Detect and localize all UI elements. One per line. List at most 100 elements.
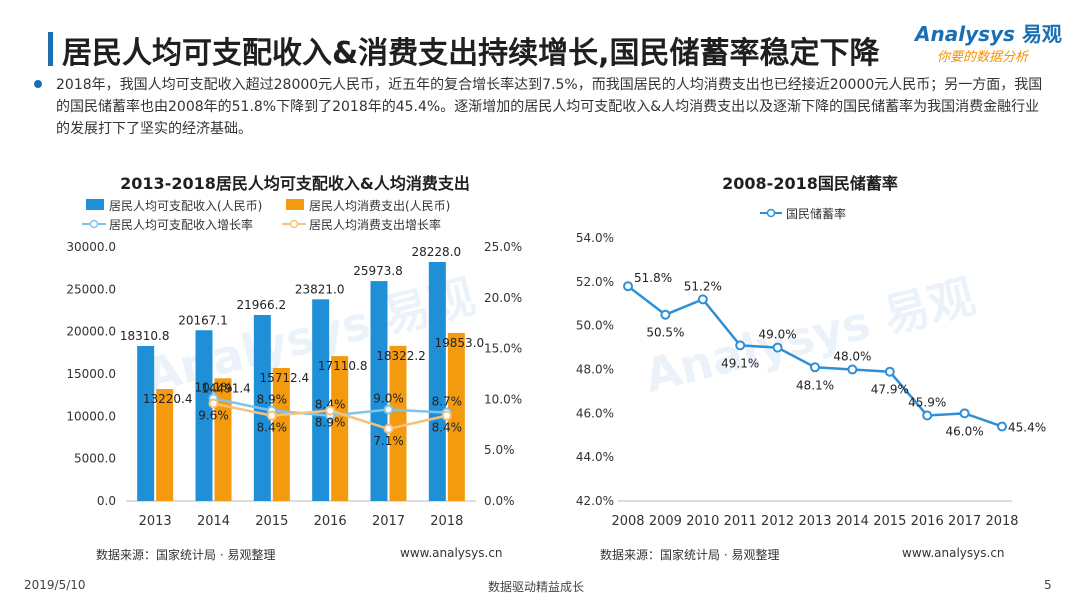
spending-data-label: 14491.4 <box>201 381 251 395</box>
savings-point <box>959 408 970 419</box>
footer-slogan: 数据驱动精益成长 <box>488 580 585 594</box>
y-tick-label: 15000.0 <box>66 367 116 381</box>
x-tick-label: 2013 <box>798 514 831 529</box>
x-tick-label: 2014 <box>836 514 869 529</box>
y-tick-label: 5000.0 <box>74 452 116 466</box>
spending-data-label: 13220.4 <box>143 392 193 406</box>
y2-tick-label: 5.0% <box>484 443 515 457</box>
x-tick-label: 2018 <box>430 514 463 529</box>
chart1-source: 数据来源：国家统计局 · 易观整理 <box>96 548 276 562</box>
y2-tick-label: 10.0% <box>484 392 522 406</box>
y-tick-label: 10000.0 <box>66 409 116 423</box>
growth-point-3 <box>441 410 452 421</box>
x-tick-label: 2016 <box>911 514 944 529</box>
y-tick-label: 50.0% <box>576 319 614 333</box>
growth-point-3 <box>266 410 277 421</box>
growth-point-3 <box>208 398 219 409</box>
savings-point <box>810 362 820 373</box>
savings-point <box>623 281 633 292</box>
logo-brand-text: nalysys <box>930 22 1015 46</box>
legend-label-1: 居民人均消费支出(人民币) <box>309 199 450 213</box>
x-tick-label: 2017 <box>948 514 981 529</box>
page-number: 5 <box>1044 578 1052 592</box>
y2-tick-label: 15.0% <box>484 342 522 356</box>
y-tick-label: 44.0% <box>576 450 614 464</box>
growth-point-2 <box>383 404 394 415</box>
savings-data-label: 47.9% <box>871 383 909 397</box>
y-tick-label: 25000.0 <box>66 282 116 296</box>
logo-tagline: 你要的数据分析 <box>937 50 1029 65</box>
savings-data-label: 48.1% <box>796 378 834 392</box>
legend-marker <box>766 208 776 218</box>
growth-label-3: 7.1% <box>373 434 404 448</box>
logo-brand-cn: 易观 <box>1021 22 1062 46</box>
x-tick-label: 2011 <box>724 514 757 529</box>
legend-swatch-1 <box>286 199 304 210</box>
income-data-label: 23821.0 <box>295 282 345 296</box>
x-tick-label: 2014 <box>197 514 230 529</box>
savings-data-label: 49.1% <box>721 356 759 370</box>
savings-data-label: 46.0% <box>946 424 984 438</box>
y2-tick-label: 0.0% <box>484 494 515 508</box>
spending-data-label: 18322.2 <box>376 349 426 363</box>
growth-label-3: 8.4% <box>257 421 288 435</box>
growth-label-3: 8.4% <box>432 421 463 435</box>
x-tick-label: 2016 <box>314 514 347 529</box>
savings-data-label: 51.2% <box>684 279 722 293</box>
growth-point-3 <box>383 423 394 434</box>
income-data-label: 21966.2 <box>237 298 287 312</box>
x-tick-label: 2010 <box>686 514 719 529</box>
y-tick-label: 42.0% <box>576 494 614 508</box>
page-title: 居民人均可支配收入&消费支出持续增长,国民储蓄率稳定下降 <box>62 36 880 71</box>
growth-label-2: 8.7% <box>432 395 463 409</box>
x-tick-label: 2017 <box>372 514 405 529</box>
savings-data-label: 45.9% <box>908 396 946 410</box>
savings-data-label: 45.4% <box>1008 420 1046 434</box>
chart2-title: 2008-2018国民储蓄率 <box>722 174 898 193</box>
legend-label-0: 居民人均可支配收入(人民币) <box>109 199 262 213</box>
spending-data-label: 19853.0 <box>435 336 485 350</box>
logo-brand: Analysys 易观 <box>915 18 1062 47</box>
y-tick-label: 52.0% <box>576 275 614 289</box>
savings-point <box>735 340 746 351</box>
savings-data-label: 49.0% <box>759 328 797 342</box>
legend-swatch-0 <box>86 199 104 210</box>
savings-point <box>884 366 895 377</box>
growth-label-2: 10.1% <box>194 380 232 394</box>
growth-label-3: 9.6% <box>198 408 229 422</box>
chart1-url: www.analysys.cn <box>400 546 503 560</box>
savings-point <box>772 342 783 353</box>
savings-data-label: 48.0% <box>833 350 871 364</box>
savings-point <box>997 421 1007 432</box>
spending-bar <box>331 356 349 501</box>
logo-brand-prefix: A <box>915 22 931 46</box>
x-tick-label: 2012 <box>761 514 794 529</box>
income-bar <box>428 262 446 501</box>
savings-data-label: 51.8% <box>634 271 672 285</box>
chart1-title: 2013-2018居民人均可支配收入&人均消费支出 <box>120 174 470 193</box>
y-tick-label: 46.0% <box>576 406 614 420</box>
y2-tick-label: 20.0% <box>484 291 522 305</box>
growth-point-3 <box>325 405 336 416</box>
y-tick-label: 0.0 <box>97 494 116 508</box>
income-bar <box>370 281 388 501</box>
income-bar <box>195 330 213 501</box>
spending-bar <box>389 345 407 501</box>
chart2-url: www.analysys.cn <box>902 546 1005 560</box>
growth-label-3: 8.9% <box>315 416 346 430</box>
growth-label-2: 9.0% <box>373 392 404 406</box>
savings-point <box>660 309 671 320</box>
savings-point <box>922 410 933 421</box>
spending-data-label: 15712.4 <box>260 371 310 385</box>
x-tick-label: 2018 <box>985 514 1018 529</box>
chart2-source: 数据来源：国家统计局 · 易观整理 <box>600 548 780 562</box>
x-tick-label: 2008 <box>611 514 644 529</box>
intro-paragraph: 2018年，我国人均可支配收入超过28000元人民币，近五年的复合增长率达到7.… <box>56 77 1043 137</box>
legend-label-2: 居民人均可支配收入增长率 <box>109 217 253 232</box>
spending-bar <box>447 332 465 501</box>
analysys-logo: Analysys 易观 你要的数据分析 <box>915 18 1065 70</box>
legend-marker-2 <box>89 219 99 229</box>
legend-label-3: 居民人均消费支出增长率 <box>309 217 441 232</box>
income-data-label: 18310.8 <box>120 329 170 343</box>
legend-marker-3 <box>289 219 299 229</box>
